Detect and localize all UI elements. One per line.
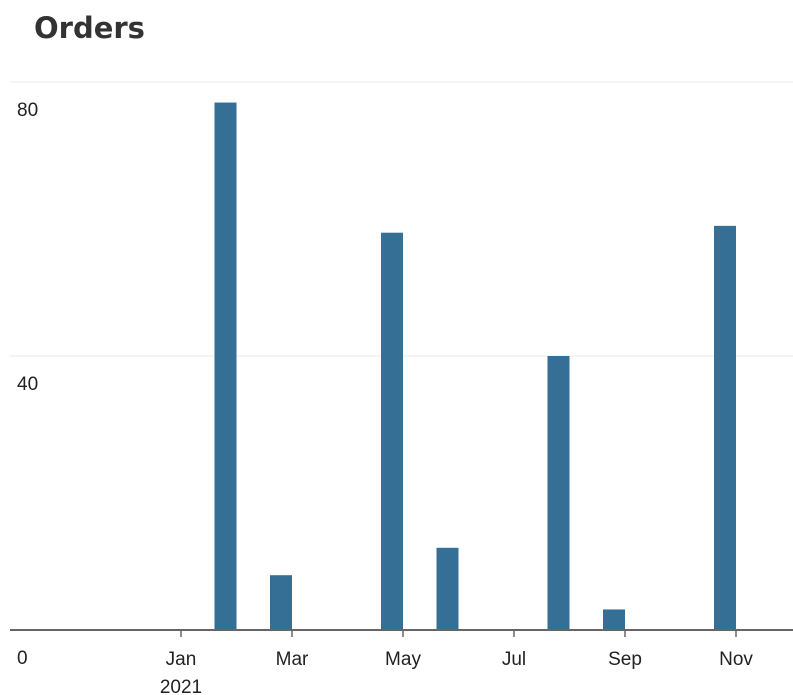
x-tick-label: Jul (502, 649, 526, 670)
bar (381, 232, 403, 630)
chart-title: Orders (34, 11, 145, 45)
x-tick-label: Nov (719, 649, 753, 670)
y-tick-label: 80 (17, 100, 38, 121)
x-tick-label: Mar (276, 649, 309, 670)
y-tick-label: 0 (17, 648, 28, 669)
x-tick-year: 2021 (160, 677, 202, 695)
bar (214, 102, 237, 631)
x-tick-label: Jan (166, 649, 197, 670)
bar (714, 225, 736, 630)
y-tick-label: 40 (17, 374, 38, 395)
bar (603, 609, 625, 630)
x-tick-label: May (385, 649, 421, 670)
bar (270, 575, 292, 630)
bar (436, 547, 459, 630)
x-tick-label: Sep (608, 649, 642, 670)
bar (547, 356, 570, 630)
